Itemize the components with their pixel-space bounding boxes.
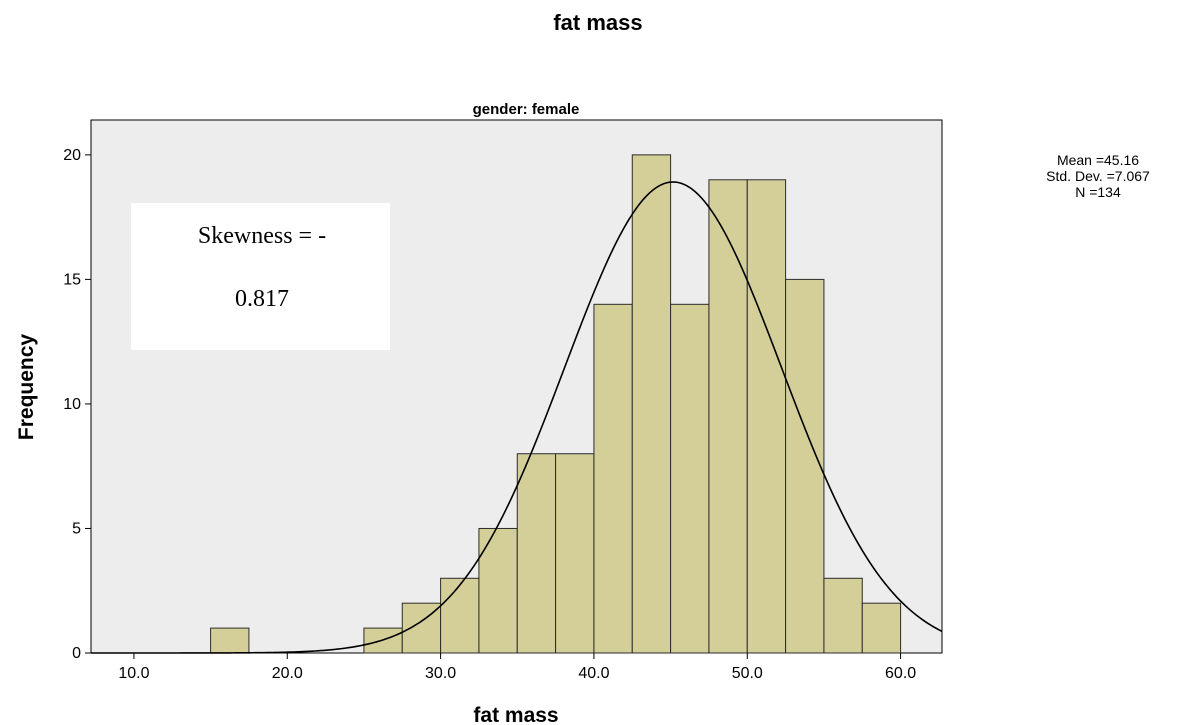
panel-title: gender: female xyxy=(473,101,580,118)
bars-group xyxy=(210,154,902,654)
histogram-bar-9 xyxy=(670,303,710,654)
histogram-bar-4 xyxy=(478,527,518,654)
skewness-annotation-box xyxy=(131,203,390,350)
stats-mean: Mean =45.16 xyxy=(1057,152,1139,168)
x-tick-label-5: 60.0 xyxy=(885,665,916,682)
x-tick-label-2: 30.0 xyxy=(425,665,456,682)
y-tick-label-3: 15 xyxy=(63,271,81,288)
x-axis-ticks: 10.0 20.0 30.0 40.0 50.0 60.0 xyxy=(118,653,916,682)
y-tick-label-2: 10 xyxy=(63,396,81,413)
histogram-bar-5 xyxy=(516,453,557,654)
y-tick-label-1: 5 xyxy=(72,520,81,537)
histogram-bar-14 xyxy=(861,602,902,654)
y-tick-label-0: 0 xyxy=(72,645,81,662)
x-tick-label-1: 20.0 xyxy=(272,665,303,682)
y-tick-label-4: 20 xyxy=(63,147,81,164)
histogram-bar-13 xyxy=(823,577,863,654)
histogram-bar-7 xyxy=(593,303,633,654)
x-tick-label-0: 10.0 xyxy=(118,665,149,682)
stats-n: N =134 xyxy=(1075,184,1121,200)
histogram-bar-11 xyxy=(746,179,787,654)
skewness-annotation-line-2: 0.817 xyxy=(235,286,289,312)
skewness-annotation-line-1: Skewness = - xyxy=(198,223,326,249)
histogram-bar-12 xyxy=(785,278,825,654)
histogram-bar-3 xyxy=(440,577,480,654)
x-tick-label-3: 40.0 xyxy=(578,665,609,682)
histogram-bar-8 xyxy=(631,154,672,654)
chart-title: fat mass xyxy=(553,10,642,35)
x-tick-label-4: 50.0 xyxy=(732,665,763,682)
histogram-bar-6 xyxy=(555,453,595,654)
y-axis-ticks: 0 5 10 15 20 xyxy=(63,147,91,662)
stats-std-dev: Std. Dev. =7.067 xyxy=(1046,168,1150,184)
normal-curve xyxy=(91,181,943,654)
histogram-bar-0 xyxy=(210,627,250,654)
x-axis-label: fat mass xyxy=(473,704,558,725)
y-axis-label: Frequency xyxy=(15,334,38,441)
histogram-bar-10 xyxy=(708,179,748,654)
